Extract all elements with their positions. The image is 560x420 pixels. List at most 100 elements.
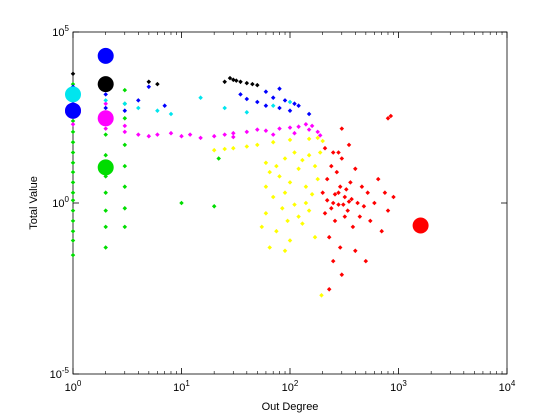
data-point [282,190,288,195]
data-point [336,190,341,195]
y-axis-title: Total Value [28,176,40,230]
data-point [344,187,349,192]
data-point [274,228,279,234]
data-point [103,152,108,158]
data-point [259,224,265,230]
data-point [103,224,108,230]
data-point [312,234,318,240]
x-tick-label: 104 [499,379,516,394]
data-point [103,208,108,213]
large-marker [65,102,81,119]
data-point [359,184,365,189]
data-point [103,190,108,195]
data-point [337,184,343,189]
large-marker [412,217,429,234]
data-point [319,293,324,298]
data-point [103,132,108,137]
data-point [315,129,320,135]
data-point [388,113,394,119]
data-point [334,169,340,175]
data-point [103,105,108,111]
x-tick-label: 100 [65,379,82,394]
data-point [263,184,269,189]
data-point [122,116,128,121]
data-point [303,184,309,189]
data-point [322,145,328,151]
data-point [339,156,345,161]
data-point [350,224,356,230]
data-point [353,248,358,254]
data-point [122,163,128,169]
data-point [70,129,76,135]
data-point [348,180,353,185]
data-point [317,133,323,138]
x-tick-label: 103 [390,379,407,394]
data-point [342,194,348,200]
data-point [285,218,290,224]
data-point [155,81,160,87]
data-point [280,206,285,211]
data-point [155,108,160,113]
y-tick-label: 10-5 [50,366,70,381]
data-point [326,287,332,292]
data-point [70,218,76,224]
data-point [70,160,76,166]
data-point [103,98,108,103]
y-tick-label: 100 [52,195,69,210]
data-point [70,180,76,185]
large-marker [97,76,114,93]
data-point [292,130,297,136]
data-point [222,105,227,111]
data-point [329,206,334,211]
large-marker [97,110,114,127]
data-point [103,101,108,106]
data-point [255,127,260,132]
data-point [315,135,320,141]
x-tick-label: 102 [282,379,299,394]
data-point [306,136,312,142]
plot-area [72,31,508,375]
data-point [341,202,346,207]
data-point [222,79,227,85]
data-point [70,169,76,175]
data-point [270,139,276,145]
data-point [70,208,76,213]
data-point [70,238,76,243]
data-point [70,139,76,145]
data-point [368,218,373,224]
large-marker [65,86,81,103]
data-point [382,190,388,195]
data-point [306,152,312,158]
data-point [70,81,76,87]
data-point [277,174,282,179]
data-point [339,272,345,277]
data-point [70,228,76,234]
data-point [103,245,108,250]
x-axis-title: Out Degree [262,401,319,413]
data-point [326,234,332,240]
data-point [162,103,167,108]
data-point [103,92,108,97]
data-point [70,150,76,155]
data-point [365,190,370,195]
data-point [342,214,348,219]
data-point [263,128,269,133]
x-tick-label: 101 [173,379,190,394]
data-point [339,126,345,131]
data-point [122,206,128,211]
data-point [320,190,325,195]
data-point [353,166,358,172]
data-point [379,228,384,234]
y-tick-label: 105 [52,24,69,39]
data-point [70,118,76,124]
data-point [357,214,363,219]
data-point [346,142,352,148]
data-point [332,218,338,224]
data-point [103,126,108,131]
data-point [70,190,76,195]
data-point [70,198,76,203]
data-point [330,258,336,264]
data-point [329,163,334,169]
